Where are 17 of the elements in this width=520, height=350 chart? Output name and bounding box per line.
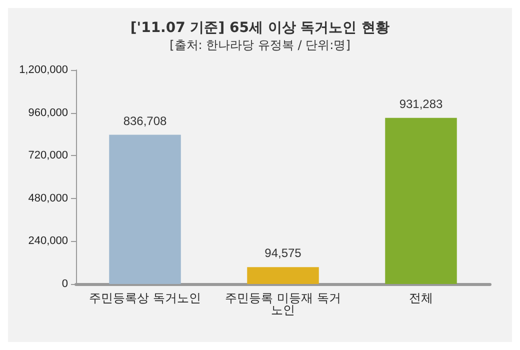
y-tick-label: 0 bbox=[62, 278, 68, 290]
data-label: 836,708 bbox=[123, 114, 168, 128]
bar bbox=[385, 118, 457, 284]
bar bbox=[247, 267, 319, 284]
y-tick-label: 480,000 bbox=[28, 192, 68, 204]
y-tick-label: 960,000 bbox=[28, 106, 68, 119]
data-label: 931,283 bbox=[399, 96, 444, 111]
chart-title: ['11.07 기준] 65세 이상 독거노인 현황 bbox=[130, 20, 390, 36]
y-tick-label: 240,000 bbox=[28, 235, 68, 248]
data-label: 94,575 bbox=[264, 246, 302, 260]
x-tick-label: 전체 bbox=[409, 291, 433, 305]
y-tick-label: 720,000 bbox=[28, 150, 68, 162]
bar bbox=[109, 134, 181, 284]
x-tick-label: 주민등록상 독거노인 bbox=[89, 291, 201, 305]
chart-subtitle: [출처: 한나라당 유정복 / 단위:명] bbox=[170, 38, 350, 52]
x-tick-label: 주민등록 미등재 독거노인 bbox=[225, 291, 341, 317]
y-tick-label: 1,200,000 bbox=[19, 64, 68, 76]
